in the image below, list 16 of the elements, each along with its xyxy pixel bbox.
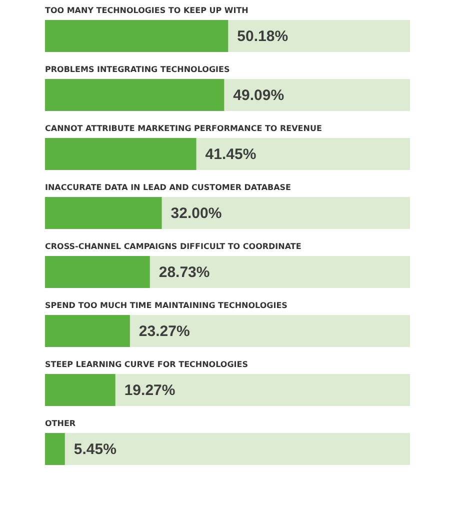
y-tick-label: TOO MANY TECHNOLOGIES TO KEEP UP WITH	[45, 6, 248, 15]
data-label: 19.27%	[124, 382, 176, 399]
data-label: 50.18%	[237, 28, 288, 45]
data-label: 23.27%	[138, 323, 190, 340]
y-tick-label: INACCURATE DATA IN LEAD AND CUSTOMER DATABASE	[45, 183, 292, 192]
y-tick-label: CROSS-CHANNEL CAMPAIGNS DIFFICULT TO COORDINATE	[45, 242, 302, 251]
data-label: 5.45%	[74, 441, 116, 458]
data-label: 28.73%	[158, 264, 210, 281]
y-tick-label: OTHER	[45, 419, 76, 428]
data-label: 32.00%	[170, 205, 222, 222]
y-tick-label: PROBLEMS INTEGRATING TECHNOLOGIES	[45, 65, 230, 74]
data-label: 41.45%	[205, 146, 256, 163]
data-label: 49.09%	[233, 87, 284, 104]
y-tick-label: CANNOT ATTRIBUTE MARKETING PERFORMANCE TO REVENUE	[45, 124, 322, 133]
y-tick-label: STEEP LEARNING CURVE FOR TECHNOLOGIES	[45, 360, 248, 369]
y-tick-label: SPEND TOO MUCH TIME MAINTAINING TECHNOLOGIES	[45, 301, 288, 310]
